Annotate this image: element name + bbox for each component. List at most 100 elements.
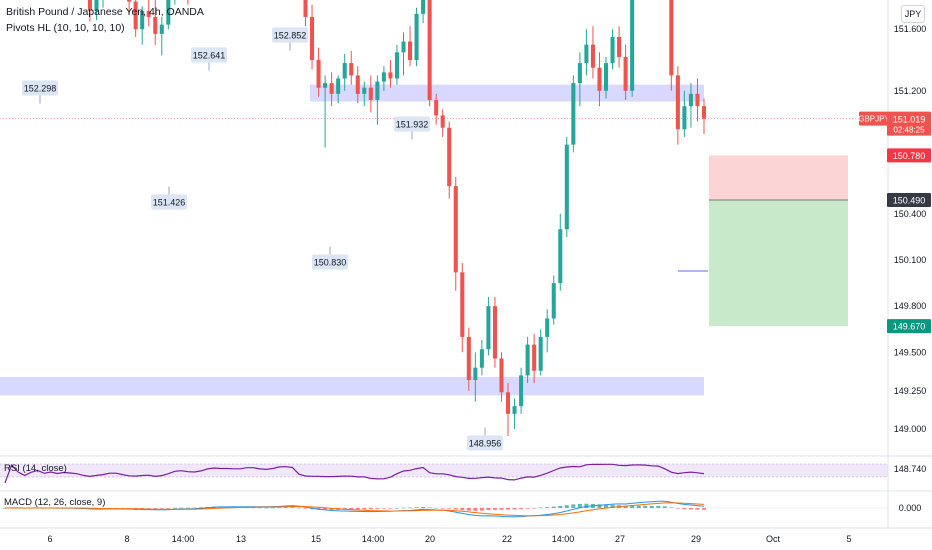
macd-histogram-bar xyxy=(669,507,674,509)
pivot-label-box xyxy=(467,435,503,451)
candle-body xyxy=(146,10,151,17)
candle-body xyxy=(394,52,399,79)
position-price-tag: 150.490 xyxy=(893,196,926,206)
macd-histogram-bar xyxy=(394,507,399,509)
macd-histogram-bar xyxy=(512,508,517,510)
macd-histogram-bar xyxy=(172,507,177,509)
macd-histogram-bar xyxy=(153,508,158,509)
take-profit-area xyxy=(709,200,848,327)
macd-histogram-bar xyxy=(447,508,452,509)
candle-body xyxy=(577,63,582,84)
candle-body xyxy=(434,100,439,116)
last-price-label: 151.019 xyxy=(893,115,926,125)
candle-body xyxy=(617,36,622,57)
candle-body xyxy=(486,306,491,350)
candle-body xyxy=(87,0,92,11)
macd-histogram-bar xyxy=(192,507,197,509)
position-price-tag-bg xyxy=(887,193,931,208)
stop-loss-area xyxy=(709,155,848,201)
macd-histogram-bar xyxy=(323,508,328,511)
price-tick-label: 149.500 xyxy=(894,347,927,357)
position-price-tag: 149.670 xyxy=(893,322,926,332)
candle-body xyxy=(408,41,413,61)
candle-body xyxy=(153,16,158,34)
macd-histogram-bar xyxy=(421,506,426,508)
candle-body xyxy=(610,36,615,64)
candle-body xyxy=(133,1,138,30)
macd-histogram-bar xyxy=(133,508,138,509)
macd-histogram-bar xyxy=(251,507,256,509)
candle-body xyxy=(368,87,373,101)
pivot-label-box xyxy=(394,116,430,132)
macd-histogram-bar xyxy=(695,508,700,510)
sr-zone xyxy=(0,376,704,396)
pivot-label: 150.830 xyxy=(314,257,347,267)
candle-body xyxy=(603,63,609,91)
candle-body xyxy=(630,0,635,91)
candle-body xyxy=(401,41,406,53)
rsi-label: RSI (14, close) xyxy=(4,463,67,474)
indicator-label: Pivots HL (10, 10, 10, 10) xyxy=(6,22,125,34)
macd-histogram-bar xyxy=(329,508,334,511)
position-price-tag-bg xyxy=(887,319,931,334)
candle-body xyxy=(453,186,458,273)
candle-body xyxy=(349,63,354,76)
macd-histogram-bar xyxy=(408,507,413,509)
macd-histogram-bar xyxy=(551,506,556,508)
price-tick-label: 148.740 xyxy=(894,464,927,474)
macd-histogram-bar xyxy=(643,505,648,508)
macd-histogram-bar xyxy=(571,504,576,508)
macd-histogram-bar xyxy=(159,508,164,509)
macd-histogram-bar xyxy=(649,505,654,508)
macd-histogram-bar xyxy=(270,507,275,509)
macd-histogram-bar xyxy=(564,505,569,508)
pivot-label-box xyxy=(312,254,348,270)
macd-histogram-bar xyxy=(290,507,295,508)
macd-histogram-bar xyxy=(499,508,504,510)
candle-body xyxy=(532,344,537,371)
macd-histogram-bar xyxy=(701,508,707,510)
candle-body xyxy=(336,78,341,94)
candle-body xyxy=(421,0,426,14)
pivot-label: 148.956 xyxy=(469,438,502,448)
macd-histogram-bar xyxy=(401,507,406,509)
pivot-label: 152.298 xyxy=(24,83,57,93)
rsi-line xyxy=(4,463,705,484)
position-price-tag: 150.780 xyxy=(893,151,926,161)
macd-histogram-bar xyxy=(486,508,491,511)
candle-body xyxy=(329,83,334,94)
candle-body xyxy=(166,0,171,25)
currency-button[interactable]: JPY xyxy=(901,5,925,23)
candle-body xyxy=(590,44,595,68)
macd-histogram-bar xyxy=(140,508,145,509)
macd-histogram-bar xyxy=(185,507,190,509)
candle-body xyxy=(342,63,347,79)
macd-histogram-bar xyxy=(675,508,680,509)
position-price-tag-bg xyxy=(887,148,931,163)
rsi-band xyxy=(0,464,888,477)
macd-histogram-bar xyxy=(662,506,667,508)
macd-histogram-bar xyxy=(505,508,511,510)
macd-histogram-bar xyxy=(146,508,151,509)
pivot-label-box xyxy=(151,194,187,210)
candle-body xyxy=(140,10,145,30)
time-axis-label: 8 xyxy=(124,534,129,544)
candle-body xyxy=(571,83,576,145)
macd-histogram-bar xyxy=(610,504,615,508)
price-tick-label: 149.250 xyxy=(894,386,927,396)
macd-histogram-bar xyxy=(427,507,432,509)
candle-body xyxy=(316,60,321,88)
macd-histogram-bar xyxy=(296,507,301,509)
price-tick-label: 150.400 xyxy=(894,209,927,219)
candle-body xyxy=(538,336,543,371)
candle-body xyxy=(545,318,550,337)
time-axis-label: 6 xyxy=(47,534,52,544)
time-axis-label: 13 xyxy=(236,534,246,544)
macd-histogram-bar xyxy=(198,507,204,508)
candle-body xyxy=(414,13,419,61)
symbol-tag-bg xyxy=(859,111,889,126)
time-axis-label: Oct xyxy=(766,534,781,544)
macd-histogram-bar xyxy=(466,508,471,511)
macd-histogram-bar xyxy=(362,508,367,510)
